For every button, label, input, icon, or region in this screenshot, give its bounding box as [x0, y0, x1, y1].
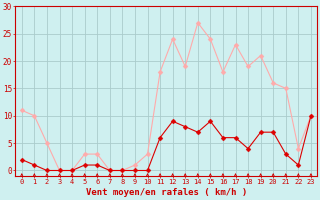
X-axis label: Vent moyen/en rafales ( km/h ): Vent moyen/en rafales ( km/h ): [86, 188, 247, 197]
